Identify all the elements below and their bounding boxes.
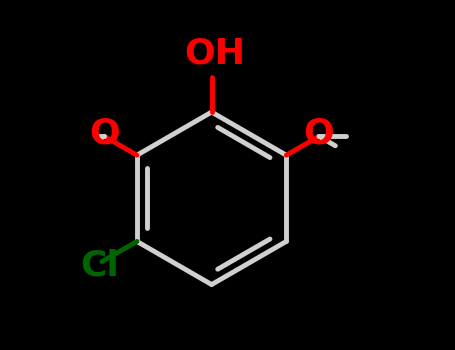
Text: OH: OH [184, 36, 245, 70]
Text: O: O [89, 117, 120, 150]
Text: O: O [303, 117, 334, 150]
Text: Cl: Cl [80, 249, 119, 283]
